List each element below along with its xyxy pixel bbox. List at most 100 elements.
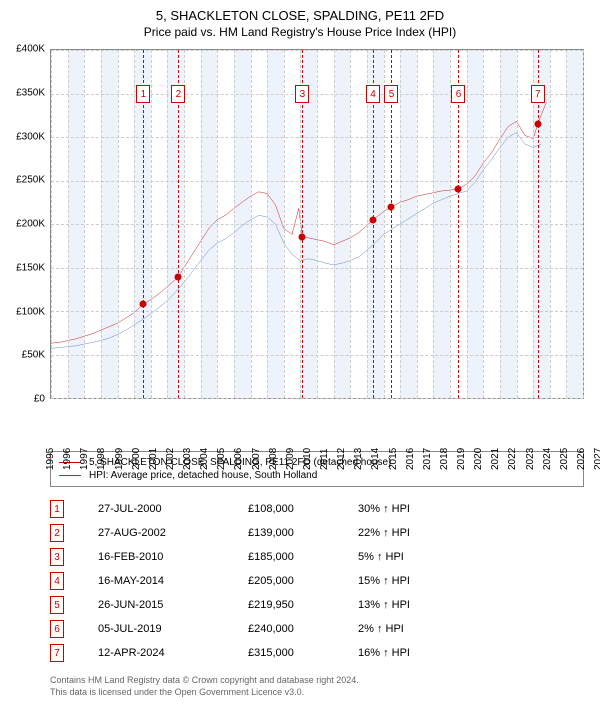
vgrid-line [251,50,252,398]
x-axis-label: 2020 [473,448,484,470]
table-row: 526-JUN-2015£219,95013% ↑ HPI [50,593,584,617]
row-date: 26-JUN-2015 [98,599,248,611]
table-row: 227-AUG-2002£139,00022% ↑ HPI [50,521,584,545]
row-date: 05-JUL-2019 [98,623,248,635]
x-axis-label: 2012 [336,448,347,470]
plot-area: 1234567 [50,49,584,399]
series-hpi [51,133,541,349]
event-marker-label: 2 [171,85,185,103]
row-price: £139,000 [248,527,358,539]
vgrid-line [84,50,85,398]
event-marker-label: 6 [451,85,465,103]
x-axis-label: 1999 [114,448,125,470]
vgrid-line [151,50,152,398]
vgrid-line [500,50,501,398]
x-axis-label: 1995 [45,448,56,470]
events-table: 127-JUL-2000£108,00030% ↑ HPI227-AUG-200… [50,497,584,665]
event-point [175,274,182,281]
vgrid-line [433,50,434,398]
y-axis-label: £100K [8,306,48,317]
x-axis-label: 2007 [251,448,262,470]
legend-swatch [59,475,81,476]
y-axis-label: £150K [8,262,48,273]
row-date: 16-FEB-2010 [98,551,248,563]
vgrid-line [167,50,168,398]
row-pct: 16% ↑ HPI [358,647,478,659]
x-axis-label: 2017 [422,448,433,470]
vgrid-line [417,50,418,398]
row-marker: 6 [50,620,64,638]
x-axis-label: 2019 [456,448,467,470]
event-point [455,186,462,193]
x-axis-label: 2006 [233,448,244,470]
row-price: £219,950 [248,599,358,611]
event-point [299,234,306,241]
event-marker-label: 5 [384,85,398,103]
row-price: £108,000 [248,503,358,515]
table-row: 712-APR-2024£315,00016% ↑ HPI [50,641,584,665]
x-axis-label: 2008 [268,448,279,470]
x-axis-label: 2001 [148,448,159,470]
vgrid-line [317,50,318,398]
legend-row: HPI: Average price, detached house, Sout… [59,469,575,482]
row-price: £240,000 [248,623,358,635]
vgrid-line [217,50,218,398]
x-axis-label: 2016 [405,448,416,470]
vgrid-line [118,50,119,398]
hgrid-line [51,398,583,399]
event-point [370,216,377,223]
row-date: 27-AUG-2002 [98,527,248,539]
footer-line-1: Contains HM Land Registry data © Crown c… [50,675,584,687]
vgrid-line [467,50,468,398]
row-date: 16-MAY-2014 [98,575,248,587]
vgrid-line [101,50,102,398]
vgrid-line [550,50,551,398]
event-point [140,301,147,308]
row-pct: 15% ↑ HPI [358,575,478,587]
x-axis-label: 2026 [576,448,587,470]
vgrid-line [234,50,235,398]
y-axis-label: £200K [8,219,48,230]
x-axis-label: 2004 [199,448,210,470]
vgrid-line [68,50,69,398]
x-axis-label: 2009 [285,448,296,470]
table-row: 416-MAY-2014£205,00015% ↑ HPI [50,569,584,593]
y-axis-label: £350K [8,87,48,98]
table-row: 316-FEB-2010£185,0005% ↑ HPI [50,545,584,569]
x-axis-label: 2000 [131,448,142,470]
row-price: £185,000 [248,551,358,563]
y-axis-label: £50K [8,350,48,361]
row-pct: 22% ↑ HPI [358,527,478,539]
vgrid-line [334,50,335,398]
x-axis-label: 2013 [353,448,364,470]
x-axis-label: 1996 [62,448,73,470]
row-marker: 3 [50,548,64,566]
vgrid-line [517,50,518,398]
x-axis-label: 2018 [439,448,450,470]
vgrid-line [350,50,351,398]
x-axis-label: 2002 [165,448,176,470]
x-axis-label: 2025 [559,448,570,470]
vgrid-line [483,50,484,398]
x-axis-label: 2011 [319,448,330,470]
row-pct: 2% ↑ HPI [358,623,478,635]
vgrid-line [134,50,135,398]
x-axis-label: 2015 [388,448,399,470]
y-axis-label: £0 [8,394,48,405]
x-axis-label: 2027 [593,448,600,470]
x-axis-label: 1997 [79,448,90,470]
x-axis-label: 2021 [490,448,501,470]
vgrid-line [267,50,268,398]
x-axis-label: 1998 [96,448,107,470]
row-marker: 7 [50,644,64,662]
x-axis-label: 2023 [525,448,536,470]
row-marker: 5 [50,596,64,614]
vgrid-line [201,50,202,398]
x-axis-label: 2022 [507,448,518,470]
event-point [388,203,395,210]
chart-subtitle: Price paid vs. HM Land Registry's House … [8,25,592,39]
event-point [534,120,541,127]
x-axis-label: 2005 [216,448,227,470]
y-axis-label: £250K [8,175,48,186]
vgrid-line [583,50,584,398]
